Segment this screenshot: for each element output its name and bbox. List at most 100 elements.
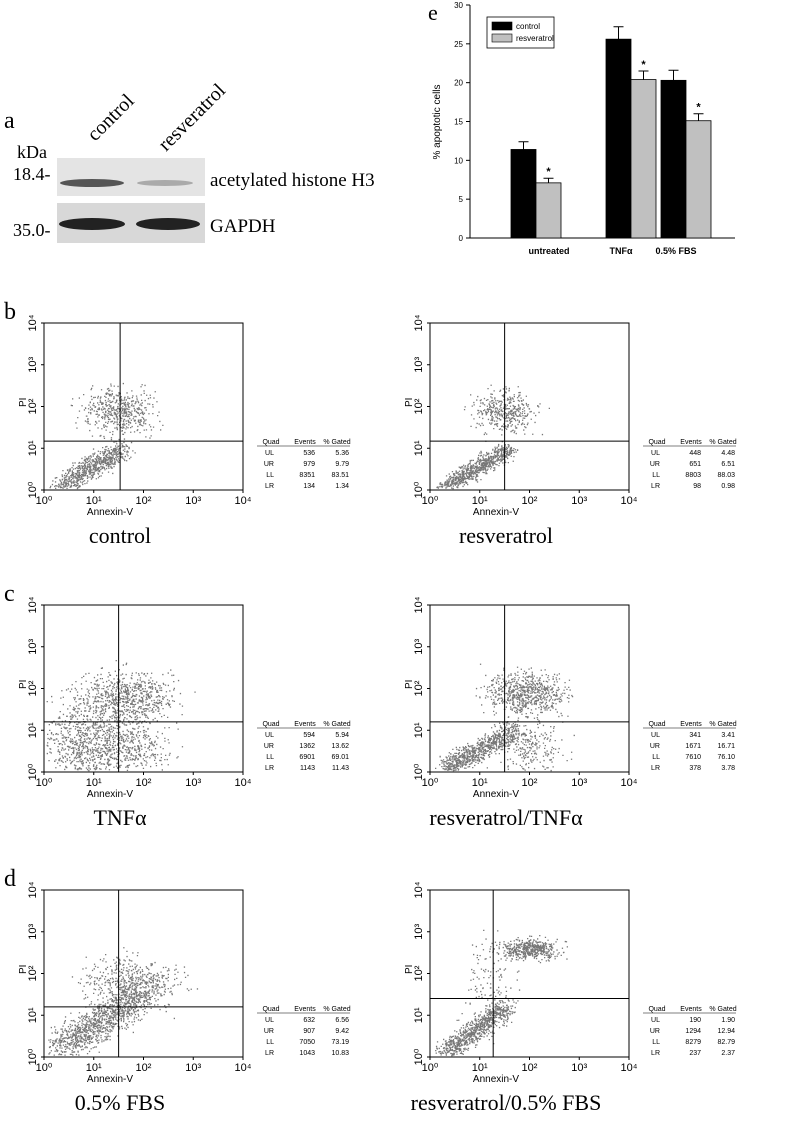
y-tick-label: 10³ xyxy=(413,923,425,939)
x-tick-label: untreated xyxy=(528,246,569,256)
table-cell: UL xyxy=(651,450,660,457)
table-header: Quad xyxy=(262,721,279,728)
marker-label: 35.0- xyxy=(13,220,51,240)
band-label: acetylated histone H3 xyxy=(210,170,375,191)
y-tick-label: 10⁰ xyxy=(413,763,425,780)
table-cell: 83.51 xyxy=(331,472,349,479)
table-cell: LR xyxy=(651,765,660,772)
legend-swatch xyxy=(491,33,513,43)
table-cell: 88.03 xyxy=(717,472,735,479)
table-cell: UL xyxy=(651,1017,660,1024)
table-cell: LL xyxy=(266,754,274,761)
table-cell: 378 xyxy=(689,765,701,772)
y-tick-label: 10⁰ xyxy=(27,1048,39,1065)
y-tick-label: 10⁴ xyxy=(27,881,39,898)
table-header: Quad xyxy=(648,721,665,728)
table-header: Events xyxy=(680,439,702,446)
table-cell: 8279 xyxy=(685,1039,701,1046)
table-header: Quad xyxy=(262,439,279,446)
table-cell: UL xyxy=(265,732,274,739)
y-tick-label: 10³ xyxy=(413,638,425,654)
table-cell: 16.71 xyxy=(717,743,735,750)
x-tick-label: 10⁴ xyxy=(621,495,638,507)
x-tick-label: 10³ xyxy=(571,777,587,789)
x-tick-label: 10⁴ xyxy=(235,1062,252,1074)
y-tick-label: 10¹ xyxy=(27,1007,39,1023)
bar xyxy=(630,79,657,239)
x-tick-label: 10³ xyxy=(185,777,201,789)
error-bar xyxy=(693,113,704,121)
table-cell: 134 xyxy=(303,483,315,490)
x-tick-label: 10⁴ xyxy=(235,777,252,789)
y-tick-label: 25 xyxy=(454,40,463,49)
table-header: Events xyxy=(680,1006,702,1013)
y-tick-label: 10³ xyxy=(27,356,39,372)
x-tick-label: 0.5% FBS xyxy=(655,246,696,256)
x-tick-label: 10³ xyxy=(571,495,587,507)
x-tick-label: 10² xyxy=(136,777,152,789)
x-tick-label: 10¹ xyxy=(86,777,102,789)
significance-mark: * xyxy=(696,102,701,114)
table-cell: 13.62 xyxy=(331,743,349,750)
y-tick-label: 5 xyxy=(459,195,464,204)
table-cell: 11.43 xyxy=(332,765,349,772)
table-cell: 1043 xyxy=(299,1050,315,1057)
y-tick-label: 10¹ xyxy=(413,440,425,456)
table-cell: 1294 xyxy=(685,1028,701,1035)
table-cell: 8803 xyxy=(685,472,701,479)
table-cell: 73.19 xyxy=(331,1039,349,1046)
band-label: GAPDH xyxy=(210,216,276,237)
table-header: % Gated xyxy=(709,1006,736,1013)
table-cell: 190 xyxy=(689,1017,701,1024)
table-cell: 76.10 xyxy=(717,754,735,761)
x-tick-label: 10² xyxy=(522,495,538,507)
table-cell: LL xyxy=(652,472,660,479)
axis-label: PI xyxy=(404,965,415,974)
x-tick-label: 10² xyxy=(522,777,538,789)
marker-label: 18.4- xyxy=(13,164,51,184)
x-tick-label: 10² xyxy=(136,1062,152,1074)
x-tick-label: 10⁰ xyxy=(422,495,439,507)
table-header: Quad xyxy=(648,1006,665,1013)
plot-caption: TNFα xyxy=(93,805,147,830)
y-tick-label: 10² xyxy=(413,965,425,981)
table-cell: 4.48 xyxy=(721,450,735,457)
y-tick-label: 30 xyxy=(454,1,463,10)
table-cell: 5.36 xyxy=(335,450,349,457)
table-cell: LR xyxy=(265,483,274,490)
table-cell: UR xyxy=(264,461,274,468)
table-cell: 3.41 xyxy=(721,732,735,739)
cell-scatter xyxy=(46,660,196,772)
x-tick-label: 10⁰ xyxy=(36,495,53,507)
table-cell: 979 xyxy=(303,461,315,468)
cell-scatter xyxy=(435,929,568,1057)
x-tick-label: 10⁰ xyxy=(36,777,53,789)
y-tick-label: 10⁴ xyxy=(413,881,425,898)
cell-scatter xyxy=(435,663,575,772)
plot-frame xyxy=(429,322,630,491)
table-cell: LL xyxy=(266,472,274,479)
table-cell: 651 xyxy=(689,461,701,468)
error-bar xyxy=(638,70,649,80)
axis-label: PI xyxy=(18,680,29,689)
panel-label: d xyxy=(4,866,16,892)
y-tick-label: 10⁰ xyxy=(413,481,425,498)
y-tick-label: 10⁴ xyxy=(413,596,425,613)
bar xyxy=(510,149,537,239)
band xyxy=(59,218,125,230)
table-cell: LR xyxy=(265,765,274,772)
table-cell: 8351 xyxy=(299,472,315,479)
y-tick-label: 10² xyxy=(27,680,39,696)
plot-frame xyxy=(43,889,244,1058)
plot-caption: 0.5% FBS xyxy=(75,1090,165,1115)
table-cell: 448 xyxy=(689,450,701,457)
x-tick-label: 10¹ xyxy=(86,495,102,507)
band xyxy=(136,218,200,230)
x-tick-label: 10¹ xyxy=(472,777,488,789)
y-tick-label: 10³ xyxy=(413,356,425,372)
table-cell: 1362 xyxy=(299,743,315,750)
table-header: % Gated xyxy=(323,439,350,446)
axis-label: PI xyxy=(404,680,415,689)
y-tick-label: 0 xyxy=(459,234,464,243)
x-tick-label: 10⁴ xyxy=(235,495,252,507)
